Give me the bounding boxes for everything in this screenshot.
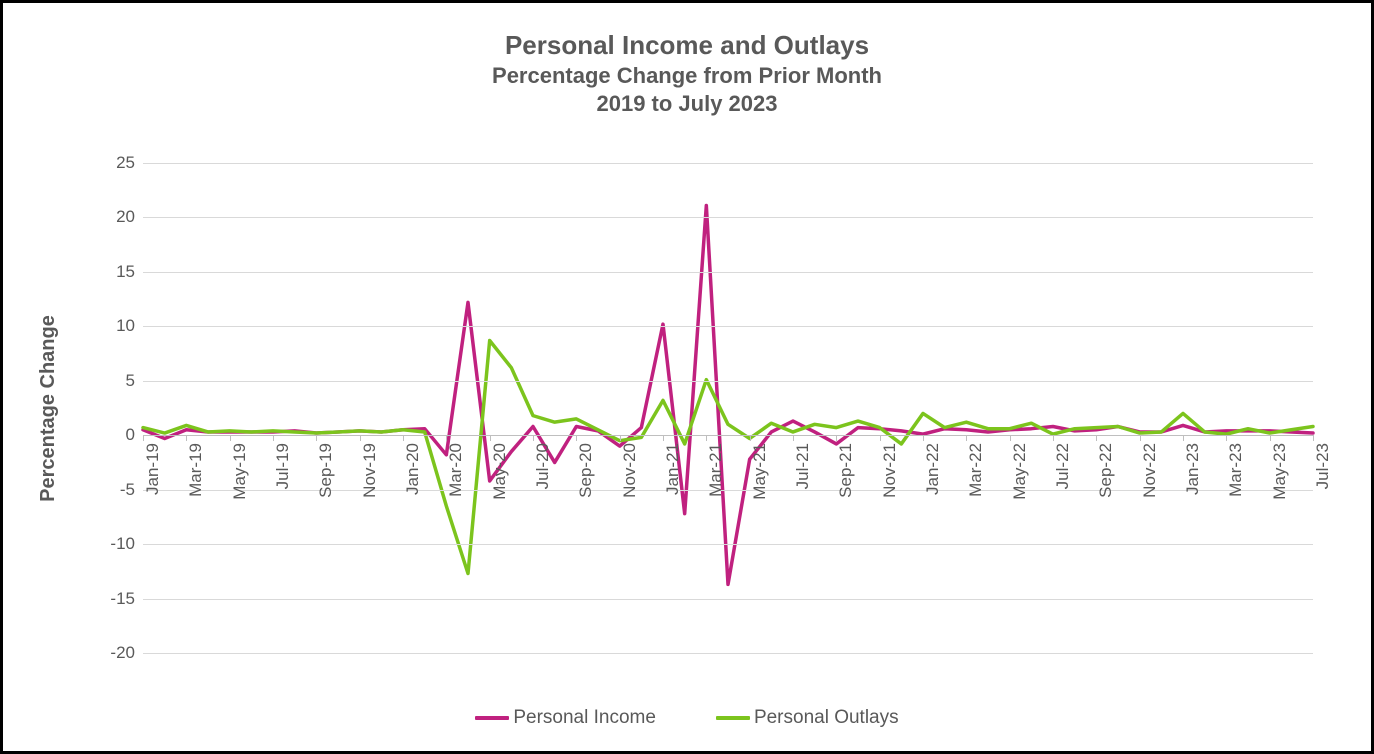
chart-subtitle-2: 2019 to July 2023	[3, 90, 1371, 119]
x-tick-label: Mar-21	[706, 443, 726, 497]
y-tick-label: 20	[116, 207, 135, 227]
y-tick-label: -10	[110, 534, 135, 554]
x-tick-mark	[1010, 435, 1011, 441]
x-tick-mark	[1140, 435, 1141, 441]
legend-item-income: Personal Income	[475, 707, 656, 729]
x-tick-label: Jul-19	[273, 443, 293, 489]
x-tick-label: May-22	[1010, 443, 1030, 500]
y-tick-label: -5	[120, 480, 135, 500]
x-tick-mark	[1226, 435, 1227, 441]
gridline	[143, 435, 1313, 436]
gridline	[143, 653, 1313, 654]
y-tick-label: 15	[116, 262, 135, 282]
x-tick-label: Jul-21	[793, 443, 813, 489]
x-tick-mark	[750, 435, 751, 441]
gridline	[143, 381, 1313, 382]
x-tick-label: May-23	[1270, 443, 1290, 500]
x-tick-label: Jan-22	[923, 443, 943, 495]
x-tick-mark	[663, 435, 664, 441]
x-tick-mark	[836, 435, 837, 441]
chart-frame: Personal Income and Outlays Percentage C…	[0, 0, 1374, 754]
gridline	[143, 272, 1313, 273]
x-tick-mark	[1053, 435, 1054, 441]
x-tick-label: Jul-23	[1313, 443, 1333, 489]
x-tick-mark	[186, 435, 187, 441]
x-tick-mark	[576, 435, 577, 441]
y-tick-label: 0	[126, 425, 135, 445]
x-tick-mark	[316, 435, 317, 441]
y-tick-label: 25	[116, 153, 135, 173]
x-tick-label: May-21	[750, 443, 770, 500]
y-tick-label: 5	[126, 371, 135, 391]
x-tick-label: Jan-21	[663, 443, 683, 495]
x-tick-label: Jan-19	[143, 443, 163, 495]
x-tick-label: Nov-21	[880, 443, 900, 498]
x-tick-mark	[143, 435, 144, 441]
chart-subtitle-1: Percentage Change from Prior Month	[3, 62, 1371, 91]
x-tick-label: Mar-23	[1226, 443, 1246, 497]
gridline	[143, 599, 1313, 600]
x-tick-mark	[403, 435, 404, 441]
x-tick-label: Jul-22	[1053, 443, 1073, 489]
x-tick-label: Sep-21	[836, 443, 856, 498]
y-axis-label: Percentage Change	[33, 163, 63, 653]
y-tick-label: 10	[116, 316, 135, 336]
x-tick-mark	[273, 435, 274, 441]
x-tick-mark	[966, 435, 967, 441]
y-tick-label: -20	[110, 643, 135, 663]
gridline	[143, 544, 1313, 545]
x-tick-label: Nov-22	[1140, 443, 1160, 498]
gridline	[143, 217, 1313, 218]
x-tick-mark	[360, 435, 361, 441]
x-tick-mark	[446, 435, 447, 441]
legend-swatch-outlays	[716, 716, 750, 720]
x-tick-mark	[880, 435, 881, 441]
x-tick-label: Sep-19	[316, 443, 336, 498]
gridline	[143, 163, 1313, 164]
x-tick-mark	[1270, 435, 1271, 441]
x-tick-mark	[533, 435, 534, 441]
x-tick-mark	[706, 435, 707, 441]
x-tick-label: Sep-20	[576, 443, 596, 498]
legend-label-income: Personal Income	[513, 707, 656, 729]
legend-label-outlays: Personal Outlays	[754, 707, 899, 729]
x-tick-label: Mar-22	[966, 443, 986, 497]
chart-title: Personal Income and Outlays	[3, 29, 1371, 62]
gridline	[143, 326, 1313, 327]
x-tick-label: Nov-20	[620, 443, 640, 498]
series-line	[143, 205, 1313, 584]
x-tick-label: Sep-22	[1096, 443, 1116, 498]
x-tick-label: Mar-19	[186, 443, 206, 497]
y-tick-label: -15	[110, 589, 135, 609]
title-block: Personal Income and Outlays Percentage C…	[3, 29, 1371, 119]
x-tick-mark	[1313, 435, 1314, 441]
line-chart-svg	[143, 163, 1313, 653]
x-tick-label: Jan-20	[403, 443, 423, 495]
plot-area: 2520151050-5-10-15-20Jan-19Mar-19May-19J…	[143, 163, 1313, 653]
legend: Personal Income Personal Outlays	[3, 707, 1371, 729]
x-tick-mark	[490, 435, 491, 441]
x-tick-label: Jan-23	[1183, 443, 1203, 495]
x-tick-label: May-20	[490, 443, 510, 500]
x-tick-mark	[923, 435, 924, 441]
x-tick-mark	[1096, 435, 1097, 441]
x-tick-label: Nov-19	[360, 443, 380, 498]
x-tick-label: May-19	[230, 443, 250, 500]
x-tick-label: Mar-20	[446, 443, 466, 497]
legend-item-outlays: Personal Outlays	[716, 707, 899, 729]
x-tick-mark	[620, 435, 621, 441]
legend-swatch-income	[475, 716, 509, 720]
x-tick-mark	[1183, 435, 1184, 441]
x-tick-label: Jul-20	[533, 443, 553, 489]
x-tick-mark	[230, 435, 231, 441]
x-tick-mark	[793, 435, 794, 441]
